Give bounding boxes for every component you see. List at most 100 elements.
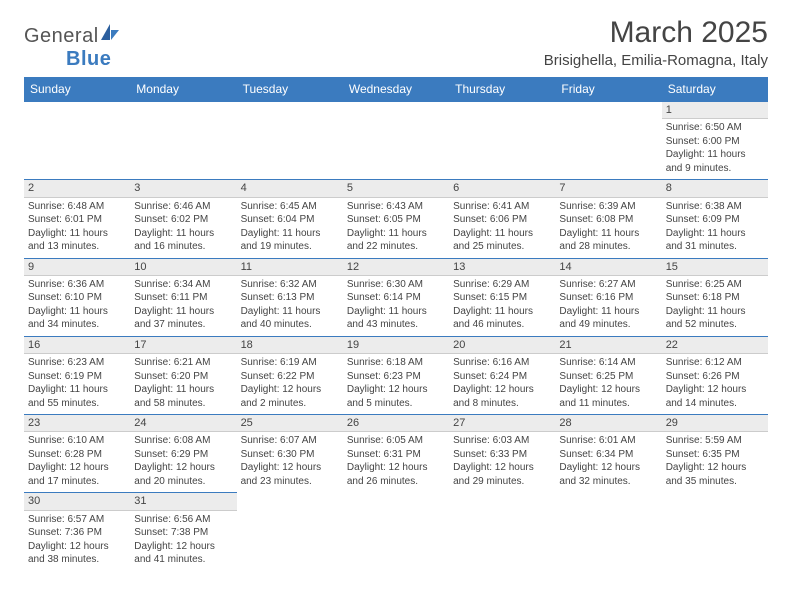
- sunrise-text: Sunrise: 6:41 AM: [453, 200, 551, 214]
- sunset-text: Sunset: 6:28 PM: [28, 448, 126, 462]
- calendar-cell: 27Sunrise: 6:03 AMSunset: 6:33 PMDayligh…: [449, 414, 555, 492]
- calendar-cell: [449, 101, 555, 179]
- daylight-text: Daylight: 11 hours and 16 minutes.: [134, 227, 232, 254]
- calendar-cell: [343, 492, 449, 570]
- calendar-cell: 5Sunrise: 6:43 AMSunset: 6:05 PMDaylight…: [343, 179, 449, 257]
- daylight-text: Daylight: 12 hours and 20 minutes.: [134, 461, 232, 488]
- sunrise-text: Sunrise: 6:46 AM: [134, 200, 232, 214]
- daylight-text: Daylight: 11 hours and 31 minutes.: [666, 227, 764, 254]
- calendar-thead: SundayMondayTuesdayWednesdayThursdayFrid…: [24, 77, 768, 101]
- sunrise-text: Sunrise: 6:19 AM: [241, 356, 339, 370]
- day-number: [555, 492, 661, 496]
- day-details: Sunrise: 6:43 AMSunset: 6:05 PMDaylight:…: [343, 198, 449, 258]
- day-number: 3: [130, 179, 236, 197]
- daylight-text: Daylight: 11 hours and 22 minutes.: [347, 227, 445, 254]
- day-details: Sunrise: 6:46 AMSunset: 6:02 PMDaylight:…: [130, 198, 236, 258]
- sunrise-text: Sunrise: 6:56 AM: [134, 513, 232, 527]
- sunrise-text: Sunrise: 6:39 AM: [559, 200, 657, 214]
- daylight-text: Daylight: 11 hours and 28 minutes.: [559, 227, 657, 254]
- daylight-text: Daylight: 12 hours and 2 minutes.: [241, 383, 339, 410]
- daylight-text: Daylight: 12 hours and 26 minutes.: [347, 461, 445, 488]
- calendar-cell: 25Sunrise: 6:07 AMSunset: 6:30 PMDayligh…: [237, 414, 343, 492]
- day-details: Sunrise: 6:48 AMSunset: 6:01 PMDaylight:…: [24, 198, 130, 258]
- daylight-text: Daylight: 11 hours and 13 minutes.: [28, 227, 126, 254]
- day-details: Sunrise: 6:12 AMSunset: 6:26 PMDaylight:…: [662, 354, 768, 414]
- daylight-text: Daylight: 12 hours and 41 minutes.: [134, 540, 232, 567]
- calendar-cell: [555, 101, 661, 179]
- daylight-text: Daylight: 12 hours and 14 minutes.: [666, 383, 764, 410]
- calendar-table: SundayMondayTuesdayWednesdayThursdayFrid…: [24, 77, 768, 571]
- day-number: 27: [449, 414, 555, 432]
- day-number: 25: [237, 414, 343, 432]
- sail-icon: [101, 24, 121, 48]
- day-number: 26: [343, 414, 449, 432]
- day-details: Sunrise: 6:21 AMSunset: 6:20 PMDaylight:…: [130, 354, 236, 414]
- sunset-text: Sunset: 6:08 PM: [559, 213, 657, 227]
- day-details: Sunrise: 6:34 AMSunset: 6:11 PMDaylight:…: [130, 276, 236, 336]
- calendar-week: 23Sunrise: 6:10 AMSunset: 6:28 PMDayligh…: [24, 414, 768, 492]
- day-number: [130, 101, 236, 105]
- daylight-text: Daylight: 11 hours and 49 minutes.: [559, 305, 657, 332]
- daylight-text: Daylight: 11 hours and 43 minutes.: [347, 305, 445, 332]
- calendar-cell: 31Sunrise: 6:56 AMSunset: 7:38 PMDayligh…: [130, 492, 236, 570]
- calendar-cell: 30Sunrise: 6:57 AMSunset: 7:36 PMDayligh…: [24, 492, 130, 570]
- day-details: Sunrise: 6:32 AMSunset: 6:13 PMDaylight:…: [237, 276, 343, 336]
- day-details: Sunrise: 5:59 AMSunset: 6:35 PMDaylight:…: [662, 432, 768, 492]
- sunset-text: Sunset: 7:38 PM: [134, 526, 232, 540]
- day-number: 16: [24, 336, 130, 354]
- sunset-text: Sunset: 6:00 PM: [666, 135, 764, 149]
- sunrise-text: Sunrise: 6:07 AM: [241, 434, 339, 448]
- sunset-text: Sunset: 6:29 PM: [134, 448, 232, 462]
- sunset-text: Sunset: 6:04 PM: [241, 213, 339, 227]
- sunset-text: Sunset: 6:20 PM: [134, 370, 232, 384]
- calendar-cell: 16Sunrise: 6:23 AMSunset: 6:19 PMDayligh…: [24, 336, 130, 414]
- sunset-text: Sunset: 6:05 PM: [347, 213, 445, 227]
- day-header: Saturday: [662, 77, 768, 101]
- sunrise-text: Sunrise: 6:27 AM: [559, 278, 657, 292]
- sunrise-text: Sunrise: 6:14 AM: [559, 356, 657, 370]
- day-number: [662, 492, 768, 496]
- sunrise-text: Sunrise: 6:01 AM: [559, 434, 657, 448]
- day-details: Sunrise: 6:05 AMSunset: 6:31 PMDaylight:…: [343, 432, 449, 492]
- day-details: Sunrise: 6:36 AMSunset: 6:10 PMDaylight:…: [24, 276, 130, 336]
- day-number: [237, 492, 343, 496]
- sunset-text: Sunset: 6:15 PM: [453, 291, 551, 305]
- day-number: 11: [237, 258, 343, 276]
- sunrise-text: Sunrise: 6:34 AM: [134, 278, 232, 292]
- sunrise-text: Sunrise: 6:18 AM: [347, 356, 445, 370]
- day-number: [449, 101, 555, 105]
- daylight-text: Daylight: 11 hours and 9 minutes.: [666, 148, 764, 175]
- sunset-text: Sunset: 6:18 PM: [666, 291, 764, 305]
- day-number: 9: [24, 258, 130, 276]
- calendar-cell: 18Sunrise: 6:19 AMSunset: 6:22 PMDayligh…: [237, 336, 343, 414]
- sunset-text: Sunset: 6:16 PM: [559, 291, 657, 305]
- calendar-cell: 28Sunrise: 6:01 AMSunset: 6:34 PMDayligh…: [555, 414, 661, 492]
- sunrise-text: Sunrise: 6:50 AM: [666, 121, 764, 135]
- calendar-cell: [237, 101, 343, 179]
- calendar-week: 16Sunrise: 6:23 AMSunset: 6:19 PMDayligh…: [24, 336, 768, 414]
- day-header-row: SundayMondayTuesdayWednesdayThursdayFrid…: [24, 77, 768, 101]
- day-details: Sunrise: 6:27 AMSunset: 6:16 PMDaylight:…: [555, 276, 661, 336]
- sunrise-text: Sunrise: 6:29 AM: [453, 278, 551, 292]
- sunrise-text: Sunrise: 6:03 AM: [453, 434, 551, 448]
- sunset-text: Sunset: 6:11 PM: [134, 291, 232, 305]
- sunset-text: Sunset: 6:01 PM: [28, 213, 126, 227]
- calendar-week: 30Sunrise: 6:57 AMSunset: 7:36 PMDayligh…: [24, 492, 768, 570]
- day-number: 24: [130, 414, 236, 432]
- sunset-text: Sunset: 6:23 PM: [347, 370, 445, 384]
- day-number: 6: [449, 179, 555, 197]
- calendar-cell: 29Sunrise: 5:59 AMSunset: 6:35 PMDayligh…: [662, 414, 768, 492]
- day-number: 21: [555, 336, 661, 354]
- calendar-week: 1Sunrise: 6:50 AMSunset: 6:00 PMDaylight…: [24, 101, 768, 179]
- daylight-text: Daylight: 12 hours and 32 minutes.: [559, 461, 657, 488]
- day-number: 2: [24, 179, 130, 197]
- daylight-text: Daylight: 11 hours and 19 minutes.: [241, 227, 339, 254]
- brand-logo: GeneralBlue: [24, 24, 121, 71]
- day-number: [343, 492, 449, 496]
- sunrise-text: Sunrise: 6:32 AM: [241, 278, 339, 292]
- sunrise-text: Sunrise: 6:43 AM: [347, 200, 445, 214]
- sunset-text: Sunset: 6:14 PM: [347, 291, 445, 305]
- day-number: [343, 101, 449, 105]
- day-header: Friday: [555, 77, 661, 101]
- day-details: Sunrise: 6:01 AMSunset: 6:34 PMDaylight:…: [555, 432, 661, 492]
